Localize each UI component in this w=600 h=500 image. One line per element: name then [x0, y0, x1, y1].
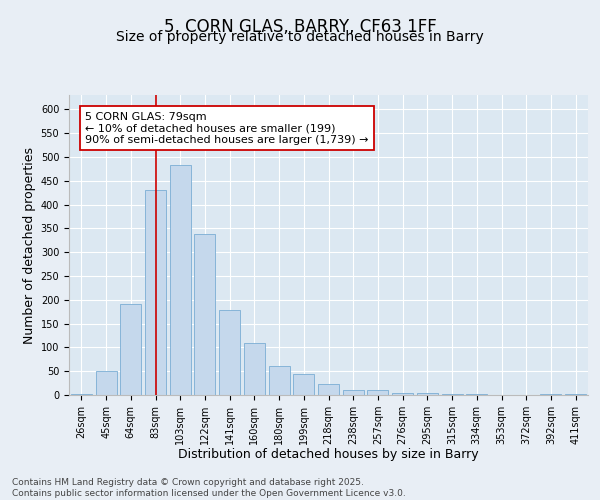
Text: 5 CORN GLAS: 79sqm
← 10% of detached houses are smaller (199)
90% of semi-detach: 5 CORN GLAS: 79sqm ← 10% of detached hou… [85, 112, 368, 145]
Bar [541, 394, 562, 395]
Bar [244, 342, 265, 395]
Text: Size of property relative to detached houses in Barry: Size of property relative to detached ho… [116, 30, 484, 44]
Bar [120, 304, 141, 395]
Bar [392, 392, 413, 395]
Bar [71, 394, 92, 395]
X-axis label: Distribution of detached houses by size in Barry: Distribution of detached houses by size … [178, 448, 479, 462]
Bar [367, 390, 388, 395]
Bar [293, 374, 314, 395]
Bar [170, 165, 191, 395]
Bar [269, 366, 290, 395]
Bar [343, 390, 364, 395]
Bar [466, 394, 487, 395]
Text: 5, CORN GLAS, BARRY, CF63 1FF: 5, CORN GLAS, BARRY, CF63 1FF [164, 18, 436, 36]
Bar [194, 234, 215, 395]
Bar [318, 384, 339, 395]
Bar [442, 394, 463, 395]
Y-axis label: Number of detached properties: Number of detached properties [23, 146, 37, 344]
Bar [417, 393, 438, 395]
Bar [95, 371, 116, 395]
Text: Contains HM Land Registry data © Crown copyright and database right 2025.
Contai: Contains HM Land Registry data © Crown c… [12, 478, 406, 498]
Bar [219, 310, 240, 395]
Bar [145, 190, 166, 395]
Bar [565, 394, 586, 395]
